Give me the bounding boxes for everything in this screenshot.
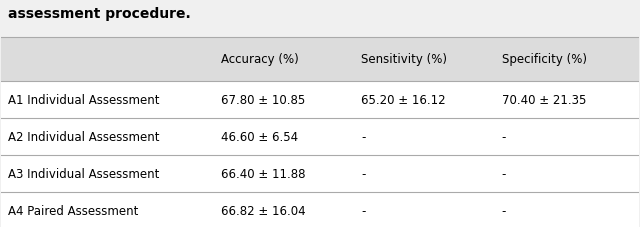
Text: 66.82 ± 16.04: 66.82 ± 16.04 — [221, 204, 306, 217]
Bar — [1, 192, 639, 227]
Bar — [1, 155, 639, 192]
Text: A2 Individual Assessment: A2 Individual Assessment — [8, 130, 159, 143]
Bar — [1, 81, 639, 118]
Text: -: - — [502, 167, 506, 180]
Text: 65.20 ± 16.12: 65.20 ± 16.12 — [362, 93, 446, 106]
Text: 70.40 ± 21.35: 70.40 ± 21.35 — [502, 93, 586, 106]
Text: 66.40 ± 11.88: 66.40 ± 11.88 — [221, 167, 306, 180]
Text: -: - — [362, 167, 366, 180]
Text: A4 Paired Assessment: A4 Paired Assessment — [8, 204, 138, 217]
Text: -: - — [502, 130, 506, 143]
Text: -: - — [362, 204, 366, 217]
Text: A3 Individual Assessment: A3 Individual Assessment — [8, 167, 159, 180]
Text: 46.60 ± 6.54: 46.60 ± 6.54 — [221, 130, 298, 143]
Text: assessment procedure.: assessment procedure. — [8, 7, 191, 21]
Bar — [1, 118, 639, 155]
Text: Accuracy (%): Accuracy (%) — [221, 53, 299, 66]
Text: Sensitivity (%): Sensitivity (%) — [362, 53, 447, 66]
Text: -: - — [502, 204, 506, 217]
Text: 67.80 ± 10.85: 67.80 ± 10.85 — [221, 93, 305, 106]
Bar — [1, 37, 639, 81]
Text: -: - — [362, 130, 366, 143]
Text: A1 Individual Assessment: A1 Individual Assessment — [8, 93, 159, 106]
Text: Specificity (%): Specificity (%) — [502, 53, 587, 66]
